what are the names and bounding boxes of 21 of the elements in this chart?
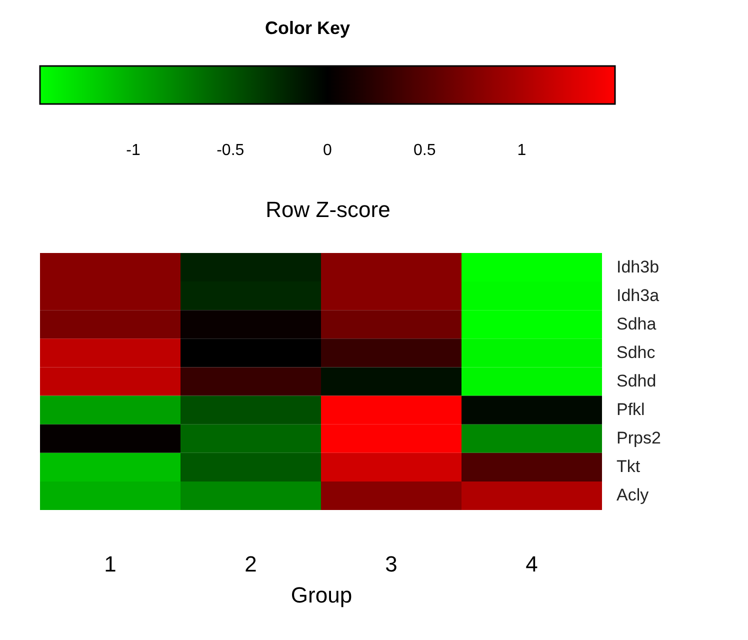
color-bar-label: 1 <box>517 142 526 159</box>
color-bar-label: -0.5 <box>216 142 244 159</box>
color-bar-label: 0.5 <box>414 142 436 159</box>
y-tick-label: Sdhd <box>616 372 656 390</box>
y-tick-label: Idh3b <box>616 257 660 276</box>
y-tick-label: Tkt <box>616 457 640 476</box>
x-tick-label: 4 <box>526 552 538 576</box>
color-bar-label: 0 <box>323 142 332 159</box>
chart-title: Color Key <box>265 18 350 38</box>
y-tick-label: Sdha <box>616 314 657 334</box>
x-tick-label: 1 <box>104 552 116 576</box>
x-axis-title: Group <box>290 582 352 608</box>
y-tick-label: Sdhc <box>616 342 656 362</box>
color-bar-title: Row Z-score <box>266 197 390 222</box>
color-bar-label: -1 <box>126 142 140 159</box>
y-tick-label: Prps2 <box>616 428 661 448</box>
y-tick-label: Acly <box>616 486 650 505</box>
y-tick-label: Idh3a <box>616 286 660 305</box>
y-tick-label: Pfkl <box>616 400 645 420</box>
x-tick-label: 3 <box>385 552 398 576</box>
x-tick-label: 2 <box>244 552 257 576</box>
